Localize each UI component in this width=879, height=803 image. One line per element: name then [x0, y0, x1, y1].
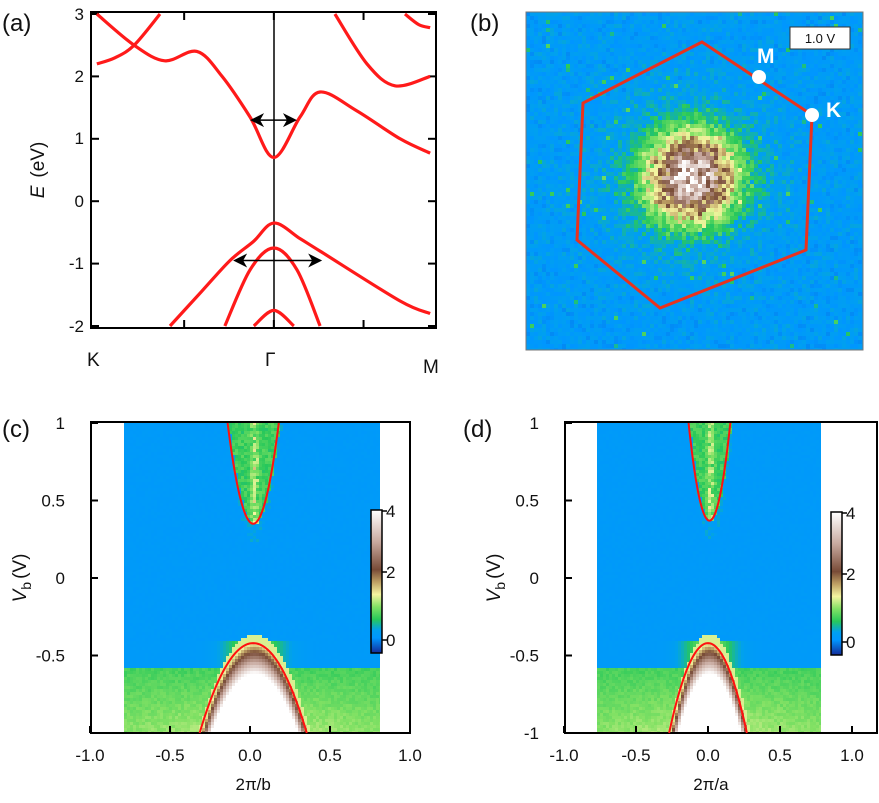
x-tick-label: -0.5: [155, 746, 184, 765]
panel-d-axes: 1 0.5 0 -0.5 -1 -1.0 -0.5 0.0 0.5 1.0 2π/a Vb(V) 4 2 0: [484, 414, 878, 794]
conduction-band-3: [333, 13, 431, 88]
plot-frame: [90, 421, 411, 734]
x-tick-label-M: M: [423, 357, 439, 378]
valence-band-fit: [198, 642, 308, 734]
valence-band-1: [168, 221, 431, 328]
colorbar-tick-label: 4: [386, 502, 395, 521]
conduction-band-fit: [687, 422, 732, 522]
valence-band-2: [223, 246, 322, 327]
x-tick-label: 0.5: [318, 746, 342, 765]
y-tick-label: 0: [56, 569, 65, 588]
panel-label-a: (a): [2, 10, 31, 37]
panel-label-c: (c): [2, 416, 30, 443]
conduction-band-2: [96, 12, 162, 66]
colorbar-frame: [370, 509, 383, 654]
bias-label-box: [789, 26, 851, 50]
y-tick-label: 3: [75, 5, 84, 24]
colorbar-tick-label: 4: [846, 504, 855, 523]
y-tick-label: -0.5: [510, 647, 539, 666]
k-point-label: K: [826, 99, 841, 122]
arrow-head: [250, 113, 297, 128]
plot-frame: [564, 421, 878, 734]
panel-c-dispersion-map: [124, 422, 380, 733]
x-tick-label-Gamma: Γ: [265, 350, 275, 371]
x-axis-label: 2π/a: [693, 775, 729, 794]
panel-b-frame: [525, 11, 864, 351]
colorbar-tick-label: 0: [846, 633, 855, 652]
x-tick-label: -1.0: [549, 746, 578, 765]
y-axis-label: E(eV): [28, 142, 49, 199]
colorbar-tick-label: 2: [386, 563, 395, 582]
x-axis-label: 2π/b: [236, 775, 271, 794]
x-tick-label: 0.0: [696, 746, 720, 765]
y-tick-label: 0.5: [41, 492, 65, 511]
x-tick-label: 0.5: [768, 746, 792, 765]
y-tick-label: -1: [524, 724, 539, 743]
y-tick-label: 0.5: [515, 492, 539, 511]
y-tick-label: 0: [75, 192, 84, 211]
y-tick-label: -2: [69, 317, 84, 336]
y-axis-label: Vb(V): [10, 554, 34, 603]
panel-c-colorbar: [371, 510, 382, 653]
colorbar-frame: [830, 511, 843, 656]
brillouin-zone-hexagon: [575, 40, 814, 310]
y-tick-label: -1: [69, 254, 84, 273]
panel-a-band-structure: 3 2 1 0 -1 -2 K Γ M E(eV): [28, 5, 439, 378]
y-tick-label: 1: [530, 414, 539, 433]
valence-band-fit: [668, 642, 748, 734]
valence-band-3: [252, 308, 295, 328]
y-tick-label: 0: [530, 569, 539, 588]
m-point-label: M: [757, 45, 775, 68]
bias-label: 1.0 V: [805, 31, 836, 46]
conduction-band-1: [95, 12, 431, 160]
x-tick-label: -0.5: [621, 746, 650, 765]
conduction-band-fit: [226, 422, 280, 525]
panel-b-overlay: M K 1.0 V: [525, 11, 864, 351]
y-tick-label: 2: [75, 67, 84, 86]
colorbar-tick-label: 0: [386, 631, 395, 650]
k-point-marker: [805, 108, 819, 122]
colorbar-tick-label: 2: [846, 565, 855, 584]
panel-a-frame: [90, 11, 437, 329]
y-axis-label: Vb(V): [484, 554, 508, 603]
x-tick-label: 0.0: [238, 746, 262, 765]
x-tick-label: 1.0: [398, 746, 422, 765]
panel-d-dispersion-map: [597, 422, 821, 733]
panel-label-d: (d): [463, 416, 492, 443]
y-tick-label: -0.5: [36, 647, 65, 666]
y-tick-label: 1: [75, 129, 84, 148]
conduction-band-4: [403, 12, 431, 30]
panel-label-b: (b): [470, 10, 499, 37]
x-tick-label: -1.0: [75, 746, 104, 765]
x-tick-label: 1.0: [840, 746, 864, 765]
panel-d-colorbar: [831, 512, 842, 655]
y-tick-label: 1: [56, 414, 65, 433]
x-tick-label-K: K: [87, 350, 100, 371]
panel-c-axes: 1 0.5 0 -0.5 -1.0 -0.5 0.0 0.5 1.0 2π/b Vb(V) 4 2 0: [10, 414, 422, 794]
m-point-marker: [752, 70, 766, 84]
